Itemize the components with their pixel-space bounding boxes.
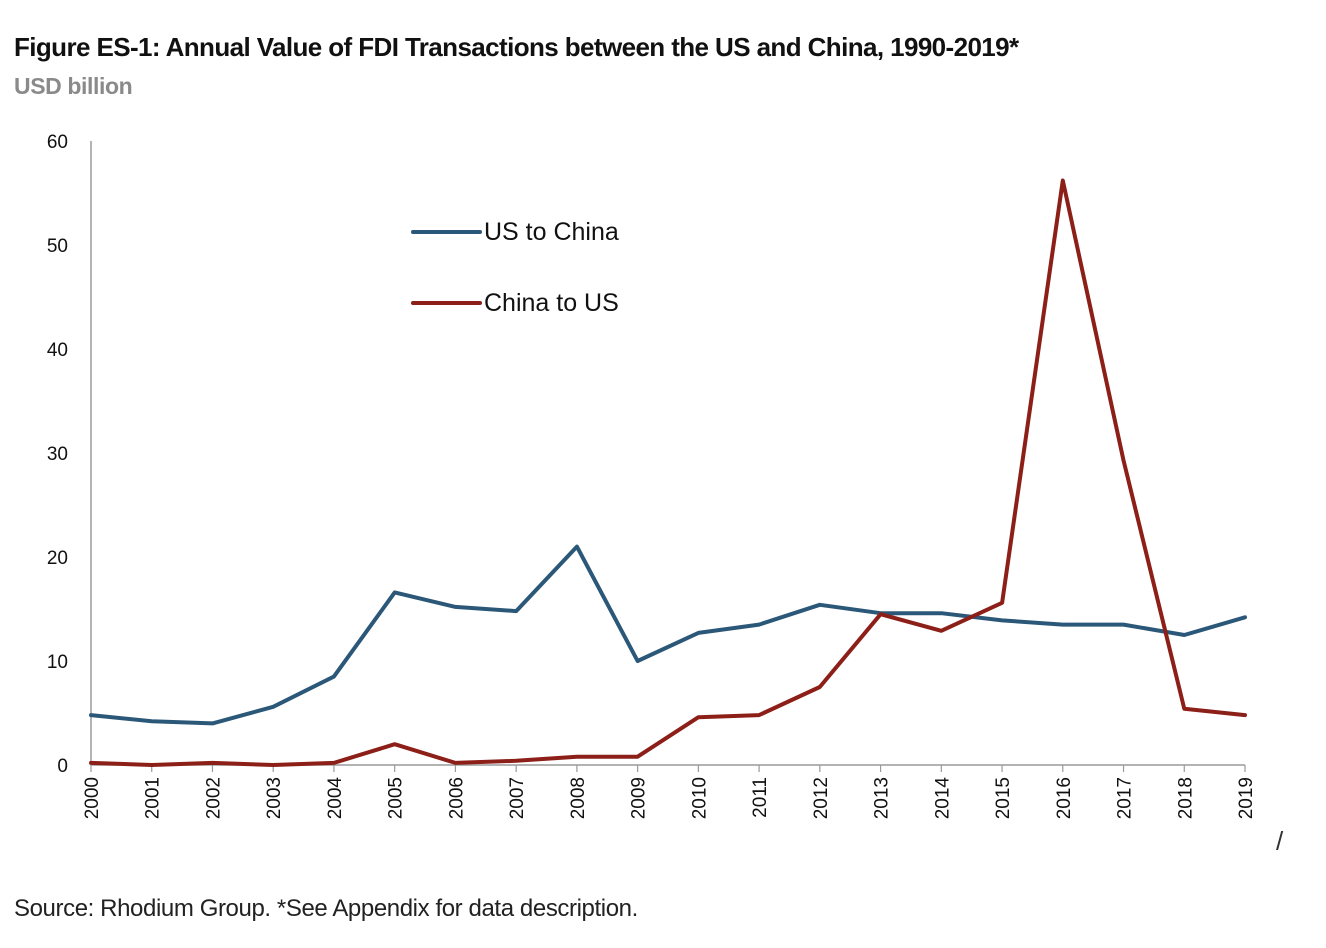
source-note: Source: Rhodium Group. *See Appendix for… [14, 895, 638, 922]
x-tick-label: 2012 [811, 777, 832, 819]
x-axis-ticks: 2000 2001 2002 2003 2004 2005 2006 2007 2008 2009… [82, 765, 1257, 819]
stray-slash-mark: / [1276, 826, 1284, 856]
series-lines [89, 178, 1247, 767]
chart-legend: US to China China to US [411, 218, 619, 317]
x-tick-label: 2014 [932, 777, 953, 820]
chart-subtitle: USD billion [14, 73, 133, 99]
x-tick-label: 2009 [629, 777, 650, 819]
legend-label: US to China [484, 218, 619, 246]
y-tick-label: 60 [47, 132, 68, 153]
y-tick-label: 30 [47, 444, 68, 465]
y-tick-label: 10 [47, 652, 68, 673]
x-tick-label: 2017 [1115, 777, 1136, 819]
legend-label: China to US [484, 289, 619, 317]
y-tick-label: 50 [47, 236, 68, 257]
chart-axes [90, 141, 1245, 766]
x-tick-label: 2003 [264, 777, 285, 819]
x-tick-label: 2019 [1236, 777, 1257, 819]
x-tick-label: 2007 [507, 777, 528, 819]
x-tick-label: 2002 [203, 777, 224, 819]
y-axis-ticks: 0 10 20 30 40 50 60 [47, 132, 68, 777]
series-line-us-to-china [89, 544, 1247, 726]
x-tick-label: 2008 [568, 777, 589, 819]
x-tick-label: 2016 [1054, 777, 1075, 819]
x-tick-label: 2013 [872, 777, 893, 819]
chart-title: Figure ES-1: Annual Value of FDI Transac… [14, 32, 1019, 62]
x-tick-label: 2004 [325, 777, 346, 820]
y-tick-label: 20 [47, 548, 68, 569]
y-tick-label: 40 [47, 340, 68, 361]
x-tick-label: 2001 [143, 777, 164, 819]
y-tick-label: 0 [57, 756, 68, 777]
x-tick-label: 2006 [446, 777, 467, 819]
x-tick-label: 2005 [386, 777, 407, 819]
x-tick-label: 2010 [689, 777, 710, 819]
series-line-china-to-us [89, 178, 1247, 767]
x-tick-label: 2015 [993, 777, 1014, 819]
x-tick-label: 2011 [750, 777, 771, 818]
x-tick-label: 2000 [82, 777, 103, 819]
x-tick-label: 2018 [1175, 777, 1196, 819]
